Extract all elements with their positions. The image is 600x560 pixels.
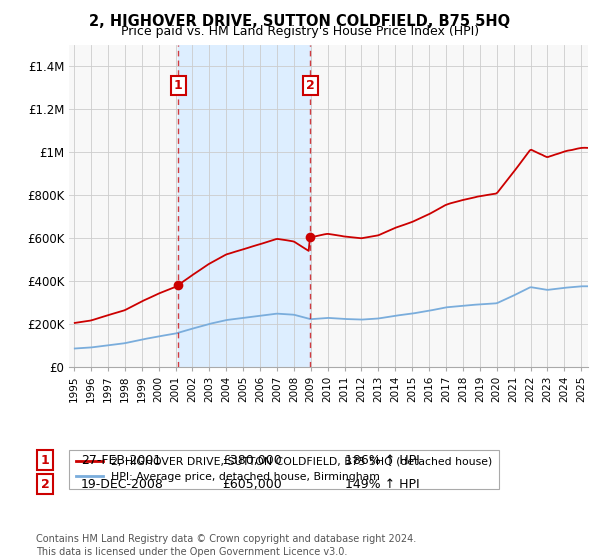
Bar: [178, 45, 310, 367]
Text: Contains HM Land Registry data © Crown copyright and database right 2024.
This d: Contains HM Land Registry data © Crown c…: [36, 534, 416, 557]
Text: 1: 1: [41, 454, 49, 467]
Text: 2, HIGHOVER DRIVE, SUTTON COLDFIELD, B75 5HQ: 2, HIGHOVER DRIVE, SUTTON COLDFIELD, B75…: [89, 14, 511, 29]
Text: £380,000: £380,000: [222, 454, 282, 467]
Legend: 2, HIGHOVER DRIVE, SUTTON COLDFIELD, B75 5HQ (detached house), HPI: Average pric: 2, HIGHOVER DRIVE, SUTTON COLDFIELD, B75…: [69, 450, 499, 488]
Text: 19-DEC-2008: 19-DEC-2008: [81, 478, 164, 491]
Text: 2: 2: [41, 478, 49, 491]
Text: 1: 1: [173, 79, 182, 92]
Text: 27-FEB-2001: 27-FEB-2001: [81, 454, 161, 467]
Text: £605,000: £605,000: [222, 478, 282, 491]
Text: 186% ↑ HPI: 186% ↑ HPI: [345, 454, 420, 467]
Text: 149% ↑ HPI: 149% ↑ HPI: [345, 478, 419, 491]
Text: 2: 2: [306, 79, 314, 92]
Text: Price paid vs. HM Land Registry's House Price Index (HPI): Price paid vs. HM Land Registry's House …: [121, 25, 479, 38]
